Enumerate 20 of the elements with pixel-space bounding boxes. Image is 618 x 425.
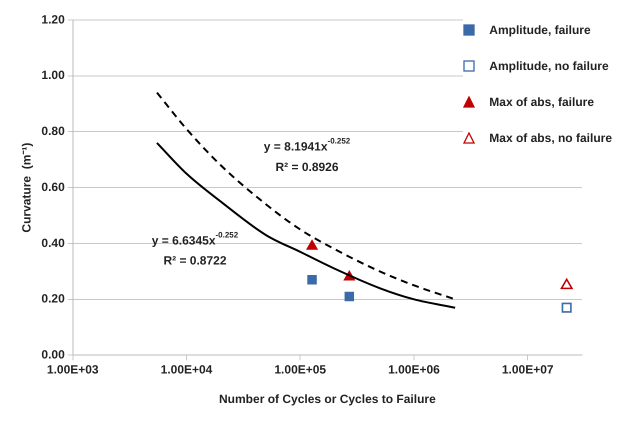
y-tick-label: 1.20 — [41, 12, 66, 26]
x-tick-label: 1.00E+03 — [46, 362, 99, 377]
x-axis-title: Number of Cycles or Cycles to Failure — [219, 392, 436, 406]
x-tick-label: 1.00E+07 — [502, 362, 554, 377]
y-axis-title: Curvature (m⁻¹) — [20, 142, 34, 233]
annotation: R² = 0.8926 — [275, 160, 339, 174]
x-tick-label: 1.00E+06 — [388, 362, 440, 377]
legend-label: Amplitude, failure — [489, 23, 591, 37]
y-tick-label: 0.00 — [41, 348, 66, 362]
legend-label: Amplitude, no failure — [489, 59, 609, 73]
y-tick-label: 0.80 — [41, 124, 66, 138]
x-tick-label: 1.00E+05 — [274, 362, 326, 377]
x-tick-label: 1.00E+04 — [160, 362, 213, 377]
annotation: R² = 0.8722 — [163, 254, 227, 268]
y-tick-label: 0.20 — [41, 292, 66, 306]
legend-label: Max of abs, no failure — [489, 131, 612, 145]
y-tick-label: 0.60 — [41, 180, 66, 194]
legend-label: Max of abs, failure — [489, 95, 594, 109]
y-tick-label: 0.40 — [41, 236, 66, 250]
y-tick-label: 1.00 — [41, 68, 66, 82]
